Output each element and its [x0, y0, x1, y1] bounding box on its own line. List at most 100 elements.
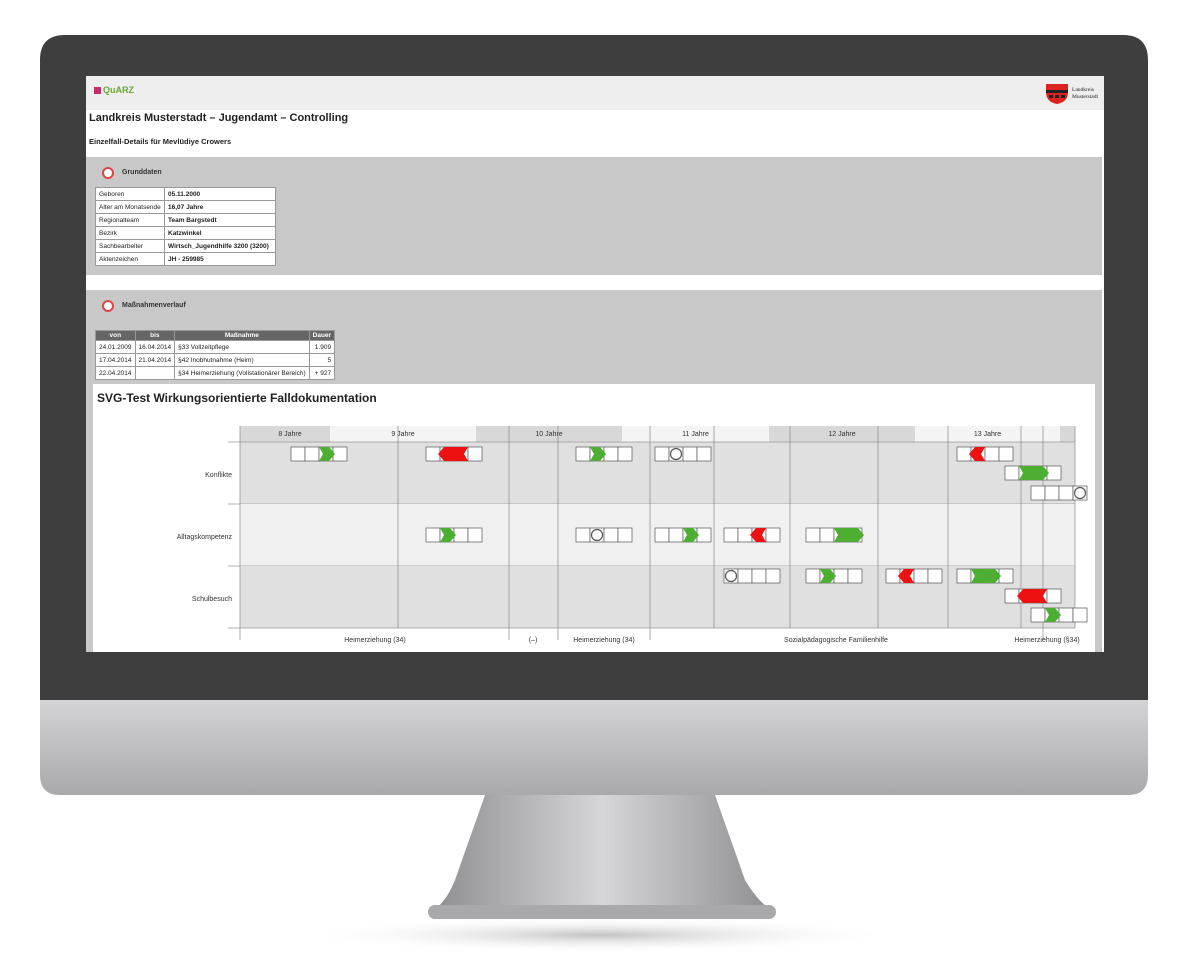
- row-label: Alltagskompetenz: [177, 534, 233, 541]
- table-cell: [134, 366, 176, 380]
- marker-arrow-up: [971, 569, 1001, 583]
- marker-cell: [885, 568, 901, 584]
- marker-cell: [575, 527, 591, 543]
- marker-circle: [590, 528, 604, 542]
- marker-cell: [998, 568, 1014, 584]
- table-cell: JH - 259985: [164, 252, 276, 266]
- page-subtitle: Einzelfall-Details für Mevlüdiye Crowers: [89, 137, 232, 146]
- marker-cell: [1046, 588, 1062, 604]
- district-crest: [1046, 84, 1068, 104]
- marker-cell: [654, 446, 670, 462]
- marker-cell: [617, 446, 633, 462]
- page-title: Landkreis Musterstadt – Jugendamt – Cont…: [89, 112, 349, 124]
- table-row: Geboren 05.11.2000: [95, 187, 276, 201]
- year-label: 8 Jahre: [278, 431, 301, 438]
- marker-cell: [654, 527, 670, 543]
- collapse-icon[interactable]: [102, 167, 114, 179]
- table-row: 17.04.2014 21.04.2014 §42 Inobhutnahme (He…: [95, 353, 336, 367]
- table-cell: 16.04.2014: [134, 340, 176, 354]
- table-row: Alter am Monatsende 16,07 Jahre: [95, 200, 276, 214]
- year-band: [476, 426, 622, 442]
- marker-circle: [1073, 486, 1087, 500]
- marker-cell: [833, 568, 849, 584]
- marker-cell: [696, 527, 712, 543]
- marker-arrow-up: [683, 528, 699, 542]
- table-cell: Wirtsch_Jugendhilfe 3200 (3200): [164, 239, 276, 253]
- marker-cell: [425, 446, 441, 462]
- table-row: Aktenzeichen JH - 259985: [95, 252, 276, 266]
- row-band: [240, 566, 1075, 628]
- year-band: [622, 426, 769, 442]
- year-band: [240, 426, 330, 442]
- row-label: Konflikte: [205, 472, 232, 479]
- year-label: 9 Jahre: [391, 431, 414, 438]
- marker-cell: [913, 568, 929, 584]
- marker-arrow-up: [834, 528, 864, 542]
- marker-cell: [737, 527, 753, 543]
- district-line: Musterstadt: [1072, 93, 1098, 100]
- marker-cell: [1044, 485, 1060, 501]
- marker-arrow-up: [440, 528, 456, 542]
- table-row: Sachbearbeiter Wirtsch_Jugendhilfe 3200 (…: [95, 239, 276, 253]
- marker-cell: [332, 446, 348, 462]
- marker-cell: [927, 568, 943, 584]
- year-band: [769, 426, 915, 442]
- marker-arrow-up: [590, 447, 606, 461]
- table-cell: Bezirk: [95, 226, 165, 240]
- marker-cell: [998, 446, 1014, 462]
- table-cell: 22.04.2014: [95, 366, 136, 380]
- marker-cell: [425, 527, 441, 543]
- marker-cell: [819, 527, 835, 543]
- marker-circle: [669, 447, 683, 461]
- marker-cell: [696, 446, 712, 462]
- measure-label: Heimerziehung (34): [573, 637, 634, 644]
- marker-cell: [1046, 465, 1062, 481]
- marker-cell: [723, 527, 739, 543]
- collapse-icon[interactable]: [102, 300, 114, 312]
- marker-circle: [724, 569, 738, 583]
- measures-table: von bis Maßnahme Dauer 24.01.2009 16.04.2014 §…: [95, 330, 336, 380]
- marker-arrow-up: [1045, 608, 1061, 622]
- marker-arrow-up: [820, 569, 836, 583]
- logo: QuARZ: [103, 85, 134, 95]
- table-cell: + 927: [308, 366, 336, 380]
- year-band: [330, 426, 476, 442]
- marker-cell: [453, 527, 469, 543]
- marker-cell: [1030, 485, 1046, 501]
- table-cell: 05.11.2000: [164, 187, 276, 201]
- marker-arrow-down: [1017, 589, 1047, 603]
- marker-cell: [1004, 465, 1020, 481]
- measure-label: Heimerziehung (34): [344, 637, 405, 644]
- marker-cell: [765, 568, 781, 584]
- marker-cell: [603, 446, 619, 462]
- table-cell: Alter am Monatsende: [95, 200, 165, 214]
- table-row: 22.04.2014 §34 Heimerziehung (Vollstation…: [95, 366, 336, 380]
- marker-cell: [682, 446, 698, 462]
- timeline-title: SVG-Test Wirkungsorientierte Falldokumen…: [97, 391, 377, 405]
- marker-cell: [467, 527, 483, 543]
- marker-cell: [737, 568, 753, 584]
- marker-cell: [805, 527, 821, 543]
- table-header-row: von bis Maßnahme Dauer: [95, 330, 336, 341]
- stand-base: [428, 905, 776, 919]
- measure-label: (–): [529, 637, 538, 644]
- measure-label: Sozialpädagogische Familienhilfe: [784, 637, 888, 644]
- marker-cell: [1030, 607, 1046, 623]
- table-row: 24.01.2009 16.04.2014 §33 Vollzeitpflege 1.…: [95, 340, 336, 354]
- table-header-cell: bis: [134, 330, 176, 341]
- marker-arrow-down: [969, 447, 985, 461]
- table-cell: Aktenzeichen: [95, 252, 165, 266]
- shadow: [300, 917, 900, 953]
- marker-cell: [575, 446, 591, 462]
- marker-cell: [617, 527, 633, 543]
- marker-cell: [1058, 485, 1074, 501]
- marker-cell: [304, 446, 320, 462]
- marker-cell: [765, 527, 781, 543]
- table-cell: 17.04.2014: [95, 353, 136, 367]
- marker-cell: [751, 568, 767, 584]
- table-cell: Sachbearbeiter: [95, 239, 165, 253]
- year-label: 13 Jahre: [974, 431, 1001, 438]
- table-header-cell: von: [95, 330, 136, 341]
- table-cell: 1.909: [308, 340, 336, 354]
- year-label: 12 Jahre: [828, 431, 855, 438]
